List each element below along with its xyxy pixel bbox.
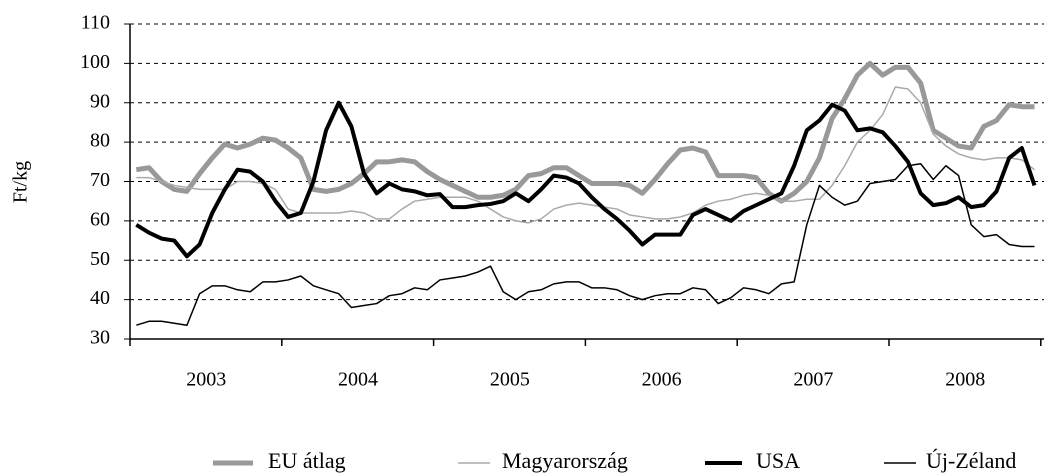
y-tick-label: 70	[90, 169, 110, 191]
x-tick-label: 2007	[793, 369, 833, 391]
y-tick-label: 80	[90, 130, 110, 152]
y-tick-label: 90	[90, 90, 110, 112]
x-tick-label: 2005	[490, 369, 530, 391]
y-tick-label: 110	[81, 12, 110, 34]
legend-label: Magyarország	[502, 448, 628, 473]
y-tick-label: 50	[90, 248, 110, 270]
y-axis-label: Ft/kg	[10, 161, 32, 203]
legend-label: Új-Zéland	[926, 448, 1016, 473]
series-line	[136, 86, 1035, 224]
y-tick-label: 100	[80, 51, 110, 73]
legend-label: EU átlag	[268, 448, 346, 473]
plot-lines	[135, 60, 1037, 326]
x-tick-label: 2008	[945, 369, 985, 391]
series-line	[135, 100, 1037, 259]
y-tick-label: 40	[90, 287, 110, 309]
y-tick-label: 30	[90, 327, 110, 349]
x-tick-label: 2004	[338, 369, 378, 391]
x-tick-label: 2003	[186, 369, 226, 391]
series-line	[136, 163, 1035, 326]
x-tick-label: 2006	[642, 369, 682, 391]
legend-label: USA	[756, 448, 800, 473]
y-tick-label: 60	[90, 208, 110, 230]
series-line	[135, 60, 1035, 204]
